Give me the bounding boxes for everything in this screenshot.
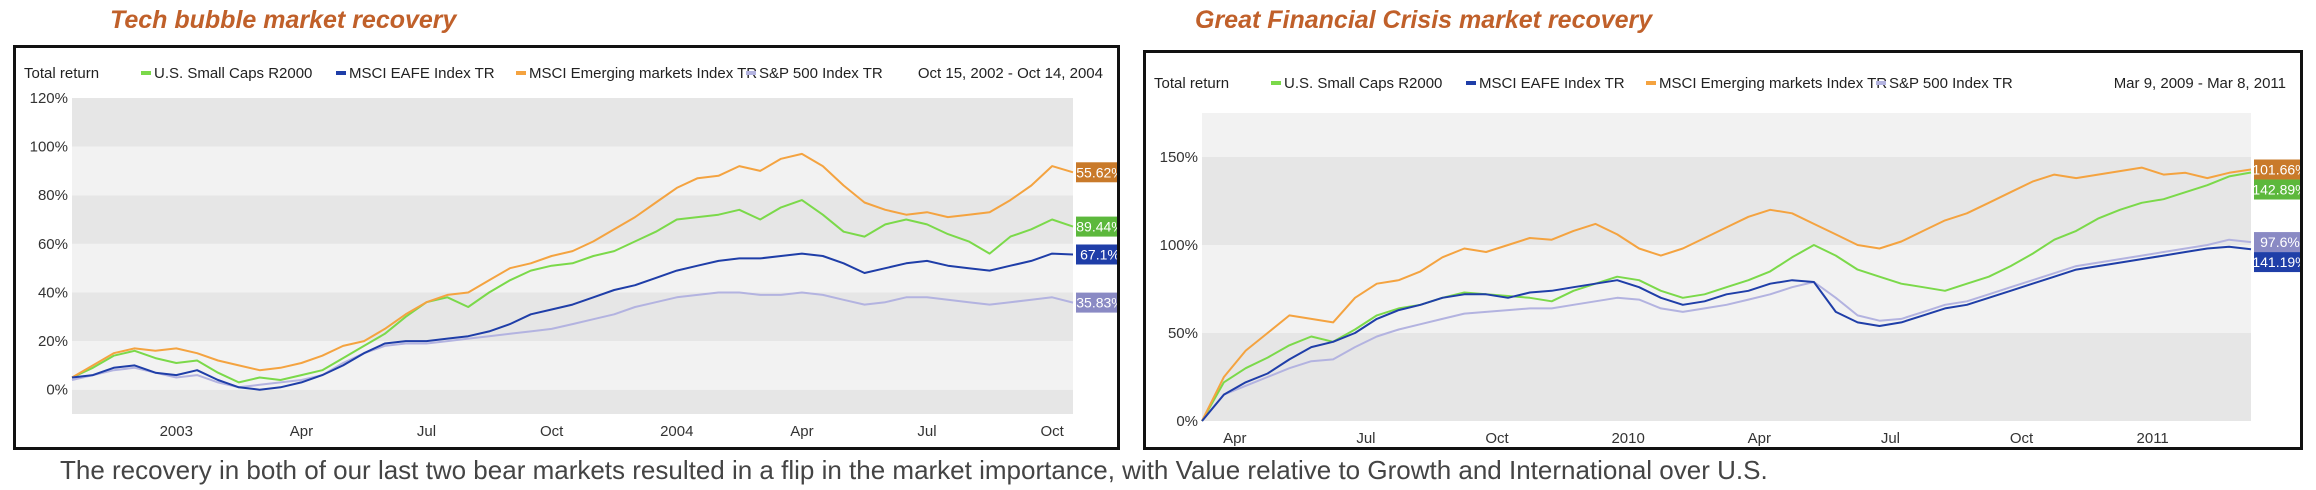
- date-range: Oct 15, 2002 - Oct 14, 2004: [918, 65, 1103, 82]
- end-label-text: 35.83%: [1076, 295, 1117, 311]
- x-tick-label: Jul: [417, 423, 436, 440]
- series-line-sp500: [1201, 238, 2252, 422]
- legend-label: U.S. Small Caps R2000: [1284, 75, 1442, 92]
- x-tick-label: Apr: [790, 423, 813, 440]
- chart-title: Total return: [24, 65, 99, 82]
- end-label-box: [1076, 292, 1117, 313]
- left-chart-panel: Total return Oct 15, 2002 - Oct 14, 2004 U…: [13, 45, 1120, 450]
- y-tick-label: 0%: [1176, 413, 1198, 430]
- end-label-box: [2254, 179, 2300, 200]
- x-tick-label: Apr: [1748, 430, 1771, 447]
- series-line-eafe: [1201, 245, 2252, 422]
- end-label-text: 89.44%: [1076, 219, 1117, 235]
- y-tick-label: 150%: [1160, 149, 1198, 166]
- end-label-box: [2254, 252, 2300, 273]
- y-tick-label: 100%: [1160, 237, 1198, 254]
- plot-band: [1202, 245, 2251, 333]
- plot-band: [72, 146, 1073, 196]
- y-tick-label: 20%: [38, 333, 68, 350]
- right-chart-svg: Total return Mar 9, 2009 - Mar 8, 2011 U.S…: [1154, 75, 2300, 447]
- legend-label: MSCI Emerging markets Index TR: [1659, 75, 1887, 92]
- footer-caption: The recovery in both of our last two bea…: [60, 455, 1768, 485]
- series-line-eafe: [71, 252, 1074, 391]
- y-tick-label: 120%: [30, 90, 68, 107]
- series-line-emerging: [71, 152, 1074, 379]
- chart-title: Total return: [1154, 75, 1229, 92]
- y-tick-label: 60%: [38, 236, 68, 253]
- left-chart-svg: Total return Oct 15, 2002 - Oct 14, 2004 U…: [24, 65, 1117, 440]
- end-label-box: [1076, 244, 1117, 265]
- plot-band: [72, 292, 1073, 342]
- end-label-box: [1076, 216, 1117, 237]
- plot-band: [1202, 157, 2251, 245]
- x-tick-label: Oct: [540, 423, 564, 440]
- x-tick-label: Jul: [917, 423, 936, 440]
- x-tick-label: Oct: [1040, 423, 1064, 440]
- plot-band: [1202, 333, 2251, 421]
- y-tick-label: 80%: [38, 187, 68, 204]
- x-tick-label: Oct: [1485, 430, 1509, 447]
- x-tick-label: 2010: [1611, 430, 1644, 447]
- end-label-text: 101.66%: [2252, 162, 2300, 178]
- x-tick-label: Oct: [2010, 430, 2034, 447]
- series-line-small-caps: [1201, 171, 2252, 422]
- end-label-text: 141.19%: [2252, 254, 2300, 270]
- end-label-text: 97.6%: [2260, 234, 2300, 250]
- end-label-text: 142.89%: [2252, 182, 2300, 198]
- end-label-box: [2254, 159, 2300, 180]
- legend-label: S&P 500 Index TR: [759, 65, 883, 82]
- plot-band: [1202, 113, 2251, 157]
- y-tick-label: 50%: [1168, 325, 1198, 342]
- x-tick-label: Apr: [1223, 430, 1246, 447]
- y-tick-label: 0%: [46, 382, 68, 399]
- series-line-emerging: [1201, 166, 2252, 422]
- x-tick-label: 2003: [160, 423, 193, 440]
- end-label-text: 55.62%: [1076, 164, 1117, 180]
- plot-band: [72, 98, 1073, 147]
- y-tick-label: 100%: [30, 139, 68, 156]
- plot-band: [72, 389, 1073, 414]
- end-label-box: [2254, 232, 2300, 253]
- legend-label: MSCI Emerging markets Index TR: [529, 65, 757, 82]
- left-chart-heading: Tech bubble market recovery: [110, 6, 457, 34]
- right-chart-heading: Great Financial Crisis market recovery: [1195, 6, 1653, 34]
- legend-label: S&P 500 Index TR: [1889, 75, 2013, 92]
- legend-label: MSCI EAFE Index TR: [349, 65, 495, 82]
- x-tick-label: Jul: [1356, 430, 1375, 447]
- legend-label: MSCI EAFE Index TR: [1479, 75, 1625, 92]
- date-range: Mar 9, 2009 - Mar 8, 2011: [2114, 75, 2286, 92]
- x-tick-label: Jul: [1881, 430, 1900, 447]
- plot-band: [72, 195, 1073, 244]
- right-chart-panel: Total return Mar 9, 2009 - Mar 8, 2011 U.S…: [1143, 50, 2303, 450]
- x-tick-label: 2011: [2137, 430, 2169, 447]
- legend-label: U.S. Small Caps R2000: [154, 65, 312, 82]
- x-tick-label: 2004: [660, 423, 693, 440]
- end-label-text: 67.1%: [1080, 246, 1117, 262]
- series-line-small-caps: [71, 199, 1074, 384]
- end-label-box: [1076, 162, 1117, 183]
- y-tick-label: 40%: [38, 284, 68, 301]
- x-tick-label: Apr: [290, 423, 313, 440]
